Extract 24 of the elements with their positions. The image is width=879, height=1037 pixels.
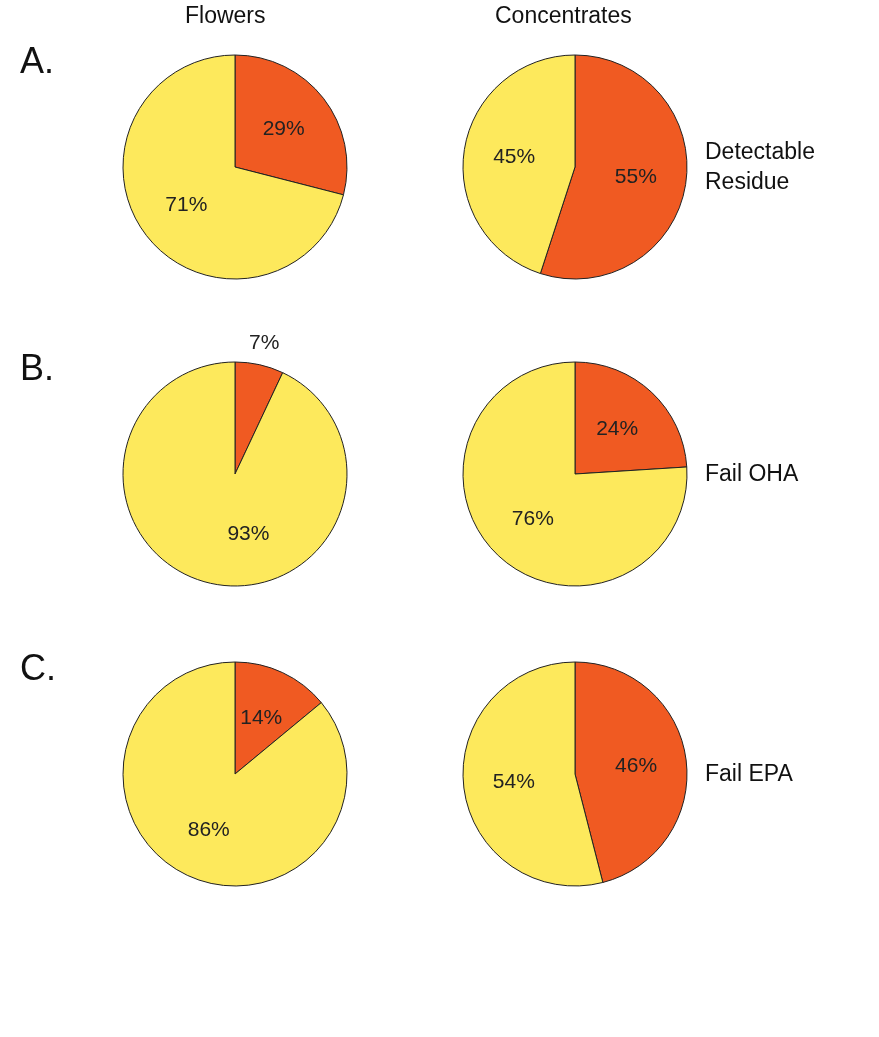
data-label: 71% <box>165 191 208 215</box>
pie-slice <box>462 361 688 587</box>
data-label: 93% <box>227 521 270 545</box>
data-label: 24% <box>596 416 639 440</box>
text: C. <box>20 647 56 688</box>
pie-slice <box>122 661 348 887</box>
data-label: 29% <box>262 116 305 140</box>
chart-title: Concentrates <box>495 2 632 28</box>
data-label: 76% <box>511 505 554 529</box>
data-label: 54% <box>492 768 535 792</box>
text: Fail EPA <box>705 760 794 786</box>
pie-slice <box>122 361 348 587</box>
data-label: 14% <box>240 705 283 729</box>
text: Detectable Residue <box>705 138 815 194</box>
text: B. <box>20 347 55 388</box>
data-label: 86% <box>187 816 230 840</box>
data-label: 45% <box>493 144 536 168</box>
chart-title: Flowers <box>185 2 266 28</box>
pie-slice <box>122 54 344 280</box>
text: Fail OHA <box>705 460 799 486</box>
data-label: 55% <box>614 163 657 187</box>
data-label: 7% <box>249 330 280 354</box>
text: A. <box>20 40 55 81</box>
data-label: 46% <box>615 753 658 777</box>
